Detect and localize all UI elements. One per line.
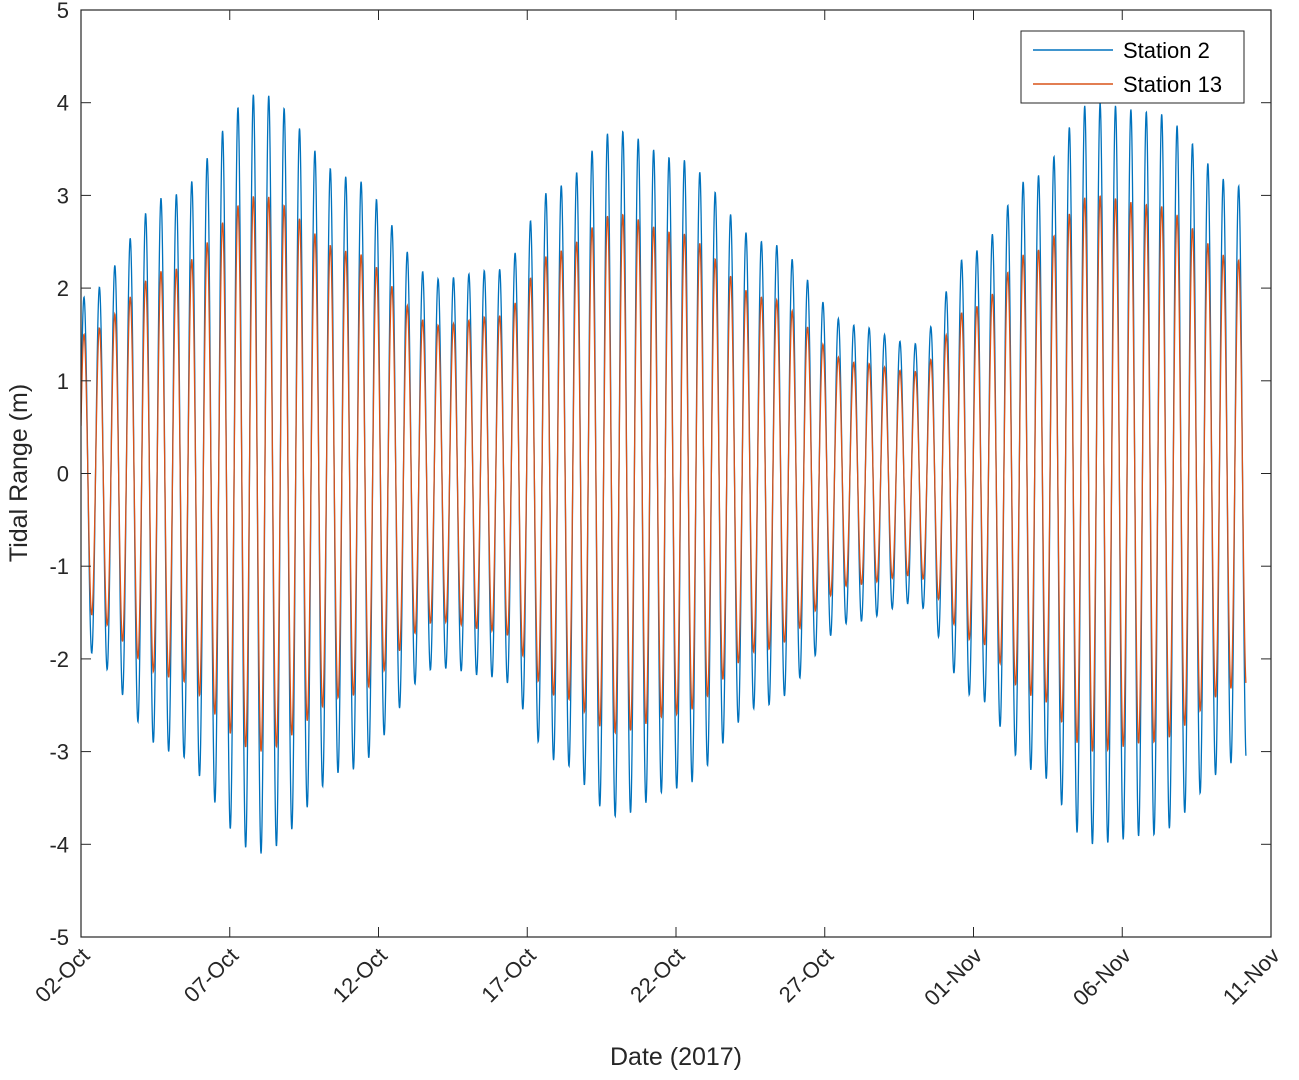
y-tick-label: -2 <box>49 647 69 672</box>
legend: Station 2 Station 13 <box>1020 30 1245 104</box>
x-tick-label: 27-Oct <box>774 943 838 1007</box>
y-axis-label: Tidal Range (m) <box>5 384 33 562</box>
y-tick-label: 3 <box>57 183 69 208</box>
plot-area <box>80 9 1272 938</box>
legend-label-station-13: Station 13 <box>1123 72 1222 97</box>
legend-label-station-2: Station 2 <box>1123 38 1210 63</box>
x-tick-label: 06-Nov <box>1068 943 1136 1011</box>
y-tick-label: -5 <box>49 925 69 950</box>
x-tick-label: 22-Oct <box>625 943 689 1007</box>
series-layer <box>81 94 1247 854</box>
x-tick-label: 12-Oct <box>328 943 392 1007</box>
x-tick-label: 02-Oct <box>30 943 94 1007</box>
y-tick-label: 1 <box>57 369 69 394</box>
y-axis: -5 -4 -3 -2 -1 0 1 2 3 4 5 <box>49 0 1271 950</box>
x-tick-label: 11-Nov <box>1218 943 1285 1010</box>
y-tick-label: 2 <box>57 276 69 301</box>
x-axis-label: Date (2017) <box>610 1043 742 1071</box>
y-tick-label: -1 <box>49 554 69 579</box>
x-tick-label: 01-Nov <box>919 943 987 1011</box>
y-tick-label: 5 <box>57 0 69 23</box>
y-tick-label: 4 <box>57 91 69 116</box>
y-tick-label: -3 <box>49 740 69 765</box>
x-tick-label: 17-Oct <box>476 943 540 1007</box>
legend-box <box>1020 30 1245 104</box>
series-line-station-2 <box>81 94 1247 854</box>
series-line-station-13 <box>81 195 1247 753</box>
x-tick-label: 07-Oct <box>179 943 243 1007</box>
y-tick-label: 0 <box>57 462 69 487</box>
y-tick-label: -4 <box>49 832 69 857</box>
